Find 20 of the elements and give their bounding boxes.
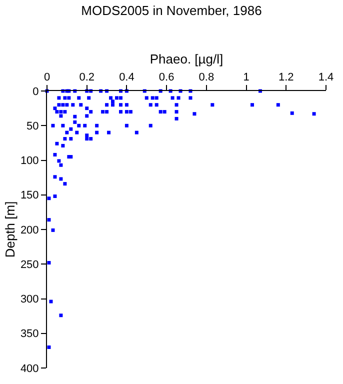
y-tick-label: 100 [20,155,39,168]
x-tick-label: 1.2 [278,72,294,84]
chart-title: MODS2005 in November, 1986 [81,2,262,18]
y-tick-label: 300 [20,294,39,306]
x-tick-label: 1.4 [318,72,334,84]
y-tick-label: 250 [20,258,39,271]
x-tick-label: 0.8 [198,72,214,84]
x-tick-label: 0.6 [158,72,174,84]
x-axis-title: Phaeo. [µg/l] [150,52,224,67]
y-tick-label: 150 [20,190,39,202]
x-tick-label: 1 [243,72,250,84]
x-tick-label: 0 [44,72,50,84]
y-tick-label: 50 [26,120,39,132]
y-tick-label: 0 [32,86,39,98]
x-tick-label: 0.4 [119,72,134,84]
y-tick-label: 350 [20,328,39,340]
y-tick-label: 400 [20,362,39,375]
y-axis-title: Depth [m] [2,201,18,258]
x-tick-label: 0.2 [79,72,95,84]
y-tick-label: 200 [20,224,39,236]
